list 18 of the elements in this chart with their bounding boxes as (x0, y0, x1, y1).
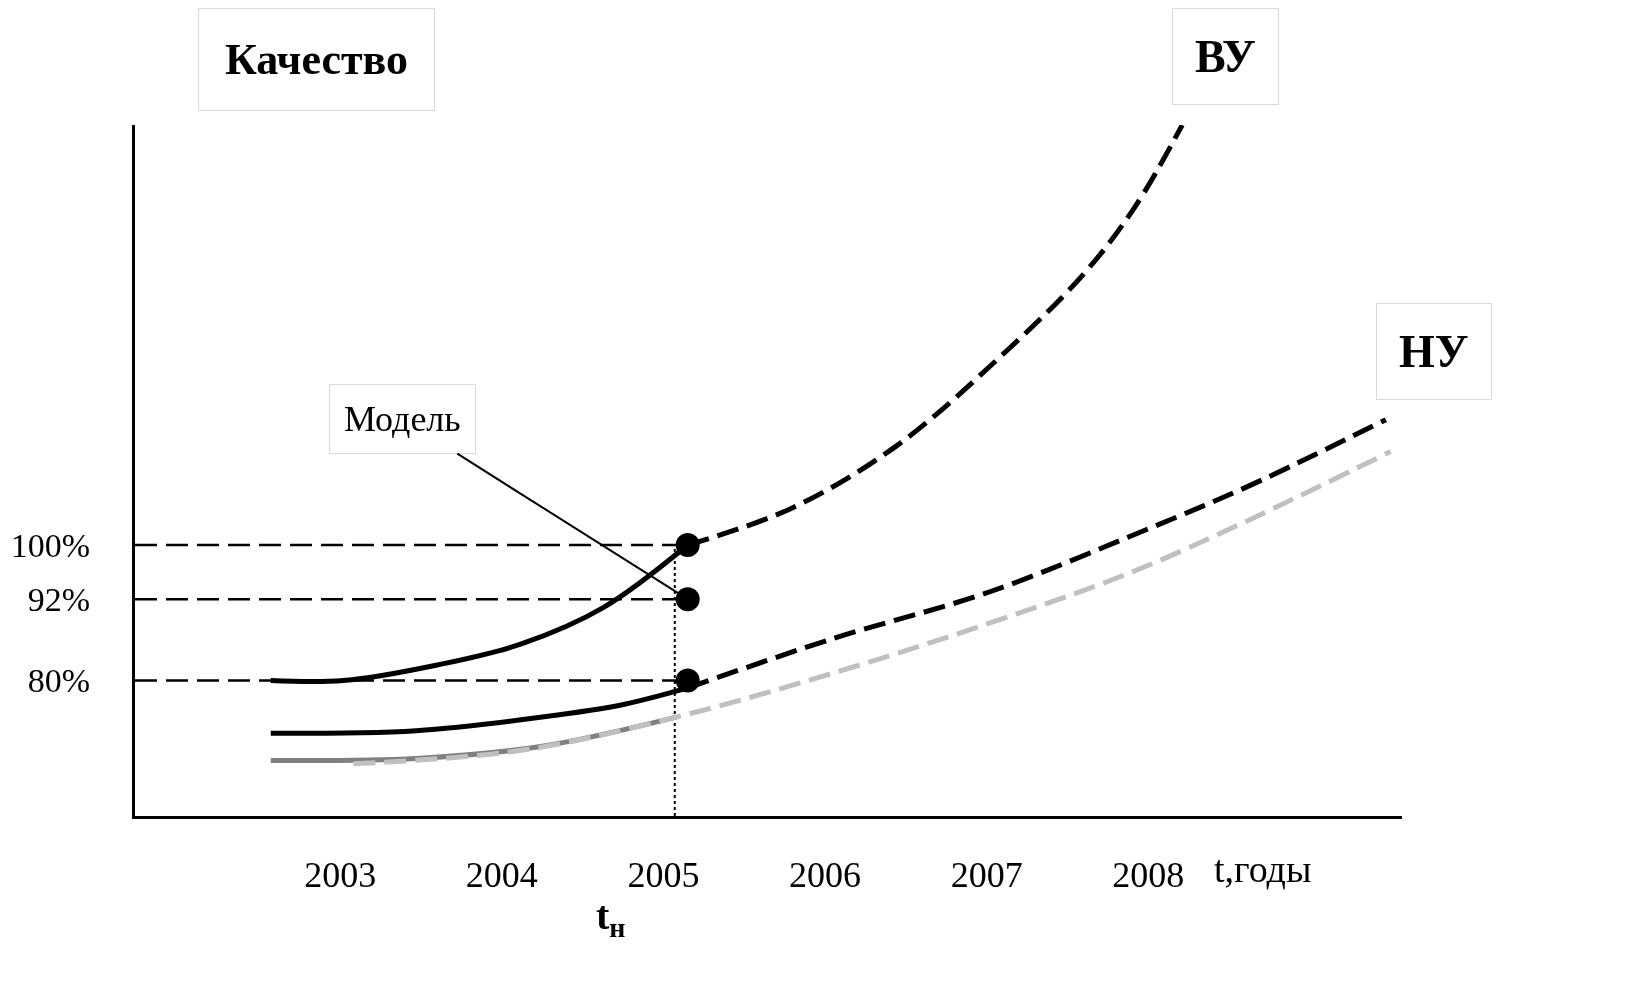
annotation: Модель (344, 399, 461, 439)
point (675, 587, 700, 612)
y-tick-label: 100% (10, 526, 91, 564)
x-tick-label: 2003 (304, 855, 377, 896)
series-label: НУ (1399, 326, 1469, 377)
y-axis-title: Качество (225, 35, 409, 84)
series-label: ВУ (1195, 31, 1256, 82)
x-axis-title: t,годы (1214, 848, 1312, 890)
x-tick-label: 2008 (1112, 855, 1185, 896)
x-tick-label: 2005 (627, 855, 700, 896)
y-tick-label: 80% (27, 662, 91, 700)
x-tick-label: 2006 (789, 855, 862, 896)
point (675, 668, 700, 693)
x-tick-label: 2007 (950, 855, 1023, 896)
y-tick-label: 92% (27, 581, 91, 619)
x-tick-label: 2004 (465, 855, 538, 896)
ref-line-label: t$_{н}$ (596, 893, 626, 944)
point (675, 533, 700, 558)
